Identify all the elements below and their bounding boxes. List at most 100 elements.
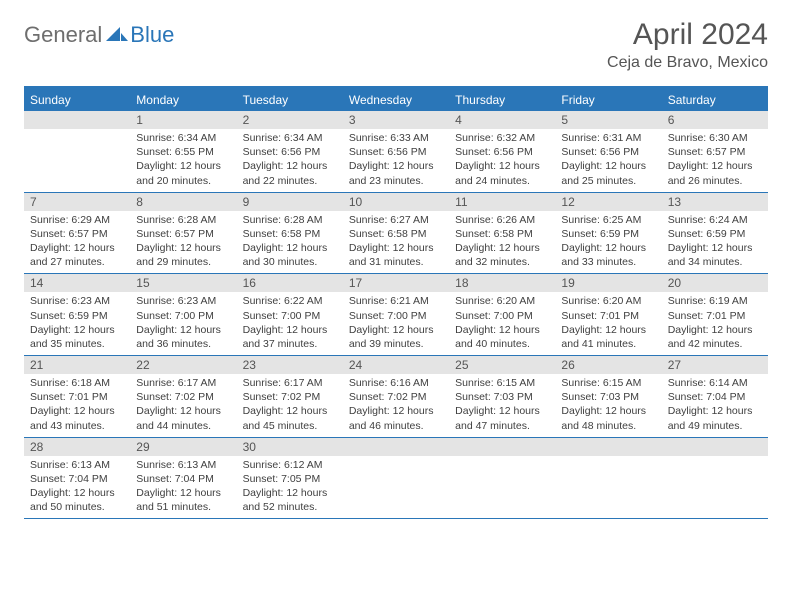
sunrise-text: Sunrise: 6:26 AM	[455, 213, 549, 227]
sunrise-text: Sunrise: 6:24 AM	[668, 213, 762, 227]
logo-text-blue: Blue	[130, 22, 174, 48]
day-info: Sunrise: 6:16 AMSunset: 7:02 PMDaylight:…	[343, 374, 449, 437]
sunset-text: Sunset: 7:03 PM	[561, 390, 655, 404]
sunset-text: Sunset: 6:59 PM	[30, 309, 124, 323]
day-number: 10	[343, 193, 449, 211]
sunset-text: Sunset: 7:01 PM	[30, 390, 124, 404]
sunset-text: Sunset: 6:59 PM	[561, 227, 655, 241]
day-number: 14	[24, 274, 130, 292]
day-cell	[343, 438, 449, 519]
sunrise-text: Sunrise: 6:28 AM	[136, 213, 230, 227]
day-number: 15	[130, 274, 236, 292]
sunset-text: Sunset: 6:55 PM	[136, 145, 230, 159]
day-info: Sunrise: 6:24 AMSunset: 6:59 PMDaylight:…	[662, 211, 768, 274]
day-info: Sunrise: 6:28 AMSunset: 6:58 PMDaylight:…	[237, 211, 343, 274]
sunset-text: Sunset: 6:57 PM	[668, 145, 762, 159]
day-number: 30	[237, 438, 343, 456]
day-info: Sunrise: 6:31 AMSunset: 6:56 PMDaylight:…	[555, 129, 661, 192]
daylight-text: Daylight: 12 hours and 29 minutes.	[136, 241, 230, 269]
sunrise-text: Sunrise: 6:34 AM	[136, 131, 230, 145]
day-cell: 28Sunrise: 6:13 AMSunset: 7:04 PMDayligh…	[24, 438, 130, 519]
day-info: Sunrise: 6:29 AMSunset: 6:57 PMDaylight:…	[24, 211, 130, 274]
day-number: 1	[130, 111, 236, 129]
day-number: 4	[449, 111, 555, 129]
day-info: Sunrise: 6:12 AMSunset: 7:05 PMDaylight:…	[237, 456, 343, 519]
location-label: Ceja de Bravo, Mexico	[607, 54, 768, 72]
day-info: Sunrise: 6:32 AMSunset: 6:56 PMDaylight:…	[449, 129, 555, 192]
logo: General Blue	[24, 22, 174, 48]
week-row: 7Sunrise: 6:29 AMSunset: 6:57 PMDaylight…	[24, 193, 768, 275]
daylight-text: Daylight: 12 hours and 36 minutes.	[136, 323, 230, 351]
calendar: SundayMondayTuesdayWednesdayThursdayFrid…	[24, 86, 768, 519]
day-cell: 29Sunrise: 6:13 AMSunset: 7:04 PMDayligh…	[130, 438, 236, 519]
sunset-text: Sunset: 7:00 PM	[243, 309, 337, 323]
day-cell: 8Sunrise: 6:28 AMSunset: 6:57 PMDaylight…	[130, 193, 236, 274]
day-header: Friday	[555, 89, 661, 111]
day-info: Sunrise: 6:18 AMSunset: 7:01 PMDaylight:…	[24, 374, 130, 437]
day-number: 2	[237, 111, 343, 129]
day-info: Sunrise: 6:17 AMSunset: 7:02 PMDaylight:…	[130, 374, 236, 437]
sunset-text: Sunset: 6:56 PM	[561, 145, 655, 159]
day-cell	[662, 438, 768, 519]
day-header: Tuesday	[237, 89, 343, 111]
day-number: 5	[555, 111, 661, 129]
sunset-text: Sunset: 7:05 PM	[243, 472, 337, 486]
day-info: Sunrise: 6:25 AMSunset: 6:59 PMDaylight:…	[555, 211, 661, 274]
daylight-text: Daylight: 12 hours and 34 minutes.	[668, 241, 762, 269]
daylight-text: Daylight: 12 hours and 22 minutes.	[243, 159, 337, 187]
day-cell: 9Sunrise: 6:28 AMSunset: 6:58 PMDaylight…	[237, 193, 343, 274]
title-block: April 2024 Ceja de Bravo, Mexico	[607, 18, 768, 72]
sunrise-text: Sunrise: 6:22 AM	[243, 294, 337, 308]
sunrise-text: Sunrise: 6:28 AM	[243, 213, 337, 227]
day-number: 21	[24, 356, 130, 374]
sunrise-text: Sunrise: 6:15 AM	[455, 376, 549, 390]
sunrise-text: Sunrise: 6:19 AM	[668, 294, 762, 308]
day-info: Sunrise: 6:13 AMSunset: 7:04 PMDaylight:…	[130, 456, 236, 519]
day-number: 24	[343, 356, 449, 374]
daylight-text: Daylight: 12 hours and 24 minutes.	[455, 159, 549, 187]
weeks-container: 1Sunrise: 6:34 AMSunset: 6:55 PMDaylight…	[24, 111, 768, 519]
day-info: Sunrise: 6:15 AMSunset: 7:03 PMDaylight:…	[555, 374, 661, 437]
sunset-text: Sunset: 6:56 PM	[243, 145, 337, 159]
daylight-text: Daylight: 12 hours and 42 minutes.	[668, 323, 762, 351]
daylight-text: Daylight: 12 hours and 43 minutes.	[30, 404, 124, 432]
sunrise-text: Sunrise: 6:32 AM	[455, 131, 549, 145]
sunrise-text: Sunrise: 6:13 AM	[136, 458, 230, 472]
sunrise-text: Sunrise: 6:27 AM	[349, 213, 443, 227]
day-cell: 13Sunrise: 6:24 AMSunset: 6:59 PMDayligh…	[662, 193, 768, 274]
day-number: 9	[237, 193, 343, 211]
logo-text-general: General	[24, 22, 102, 48]
sunrise-text: Sunrise: 6:17 AM	[243, 376, 337, 390]
day-number: 11	[449, 193, 555, 211]
sunrise-text: Sunrise: 6:34 AM	[243, 131, 337, 145]
daylight-text: Daylight: 12 hours and 40 minutes.	[455, 323, 549, 351]
day-cell	[449, 438, 555, 519]
daylight-text: Daylight: 12 hours and 52 minutes.	[243, 486, 337, 514]
sunset-text: Sunset: 7:00 PM	[136, 309, 230, 323]
sunrise-text: Sunrise: 6:33 AM	[349, 131, 443, 145]
day-cell: 5Sunrise: 6:31 AMSunset: 6:56 PMDaylight…	[555, 111, 661, 192]
day-cell: 17Sunrise: 6:21 AMSunset: 7:00 PMDayligh…	[343, 274, 449, 355]
sunrise-text: Sunrise: 6:12 AM	[243, 458, 337, 472]
day-header: Thursday	[449, 89, 555, 111]
sunrise-text: Sunrise: 6:17 AM	[136, 376, 230, 390]
day-cell: 4Sunrise: 6:32 AMSunset: 6:56 PMDaylight…	[449, 111, 555, 192]
daylight-text: Daylight: 12 hours and 45 minutes.	[243, 404, 337, 432]
day-number: 22	[130, 356, 236, 374]
day-number: 20	[662, 274, 768, 292]
sunrise-text: Sunrise: 6:23 AM	[136, 294, 230, 308]
sunrise-text: Sunrise: 6:13 AM	[30, 458, 124, 472]
day-info: Sunrise: 6:17 AMSunset: 7:02 PMDaylight:…	[237, 374, 343, 437]
day-header: Saturday	[662, 89, 768, 111]
sunset-text: Sunset: 6:58 PM	[349, 227, 443, 241]
day-number: 3	[343, 111, 449, 129]
day-number: 17	[343, 274, 449, 292]
day-cell: 7Sunrise: 6:29 AMSunset: 6:57 PMDaylight…	[24, 193, 130, 274]
sunset-text: Sunset: 7:01 PM	[668, 309, 762, 323]
day-info: Sunrise: 6:34 AMSunset: 6:56 PMDaylight:…	[237, 129, 343, 192]
daylight-text: Daylight: 12 hours and 39 minutes.	[349, 323, 443, 351]
day-info: Sunrise: 6:13 AMSunset: 7:04 PMDaylight:…	[24, 456, 130, 519]
day-cell: 24Sunrise: 6:16 AMSunset: 7:02 PMDayligh…	[343, 356, 449, 437]
day-header: Sunday	[24, 89, 130, 111]
day-cell: 25Sunrise: 6:15 AMSunset: 7:03 PMDayligh…	[449, 356, 555, 437]
